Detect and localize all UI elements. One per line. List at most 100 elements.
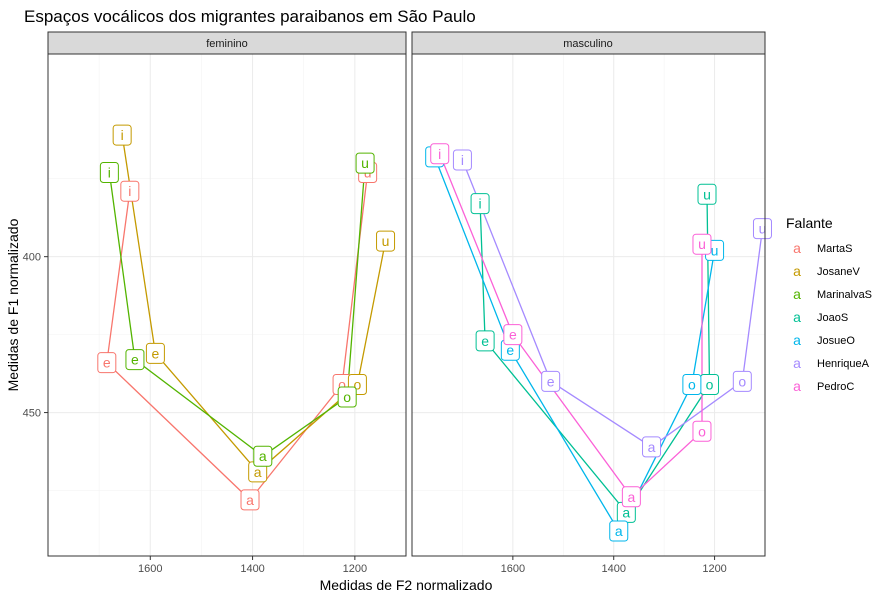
point-label: i [108,164,111,180]
point-label-box [692,420,712,442]
legend-label: JosaneV [817,266,860,278]
point-label: o [738,373,746,389]
point-label: i [128,183,131,199]
legend-item-JosaneV: a JosaneV [793,263,860,279]
point-label: o [706,377,714,393]
point-label-box [732,370,752,392]
point-label-box [253,445,273,467]
point-label-box [697,183,717,205]
y-axis: 400 450 [23,252,48,420]
point-label: a [622,504,630,520]
point-PedroC-i: i [430,143,450,165]
point-JoaoS-u: u [697,183,717,205]
chart-title: Espaços vocálicos dos migrantes paraiban… [24,7,476,26]
legend-label: HenriqueA [817,358,870,370]
point-label-box [145,342,165,364]
point-JosueO-a: a [609,520,629,542]
point-label-box [503,324,523,346]
point-label: e [547,373,555,389]
point-label-box [621,486,641,508]
point-label: e [131,352,139,368]
panel-feminino: feminino ieaouieaouieaou [47,31,407,557]
point-MarinalvaS-o: o [337,386,357,408]
point-label-box [642,436,662,458]
point-label: u [382,233,390,249]
panel-border-feminino [47,53,407,557]
point-JoaoS-e: e [475,330,495,352]
plot-area [412,54,765,556]
legend-item-PedroC: a PedroC [793,378,854,394]
strip-label-masculino: masculino [563,38,613,50]
legend-key: a [793,263,801,279]
point-MartaS-i: i [120,180,140,202]
point-JoaoS-i: i [470,193,490,215]
legend: Falante a MartaS a JosaneV a MarinalvaS a JoaoS… [786,215,872,394]
point-label-box [337,386,357,408]
point-label: u [711,242,719,258]
point-label-box [475,330,495,352]
point-HenriqueA-e: e [541,370,561,392]
point-JosueO-o: o [682,374,702,396]
point-label: a [254,464,262,480]
point-label: e [103,355,111,371]
point-label-box [125,349,145,371]
y-tick-label: 450 [23,408,41,420]
grid-masculino [412,54,765,556]
point-label: o [338,377,346,393]
point-MartaS-a: a [240,489,260,511]
point-label-box [355,152,375,174]
point-label: o [698,423,706,439]
x-tick-label: 1200 [702,563,726,575]
strip-label-feminino: feminino [206,38,248,50]
point-label: i [121,127,124,143]
legend-key: a [793,378,801,394]
x-tick-label: 1400 [240,563,264,575]
grid-feminino [48,54,406,556]
x-axis-title: Medidas de F2 normalizado [320,577,493,593]
point-label: e [481,333,489,349]
legend-label: PedroC [817,381,854,393]
point-JosaneV-i: i [112,124,132,146]
point-label-box [609,520,629,542]
point-JosaneV-a: a [248,461,268,483]
point-label: a [615,523,623,539]
point-label: u [703,186,711,202]
legend-key: a [793,309,801,325]
x-tick-label: 1200 [343,563,367,575]
x-axis: 1600 1400 1200 1600 1400 1200 [138,556,727,575]
y-axis-title: Medidas de F1 normalizado [5,218,21,391]
point-label-box [541,370,561,392]
point-PedroC-u: u [692,233,712,255]
point-label-box [112,124,132,146]
point-label: i [438,146,441,162]
point-MarinalvaS-i: i [99,161,119,183]
point-label-box [692,233,712,255]
point-label: a [259,448,267,464]
legend-label: MarinalvaS [817,289,872,301]
point-HenriqueA-a: a [642,436,662,458]
x-tick-label: 1400 [601,563,625,575]
point-JosaneV-e: e [145,342,165,364]
point-JoaoS-o: o [700,374,720,396]
point-label: e [509,327,517,343]
legend-key: a [793,355,801,371]
point-label: u [361,155,369,171]
point-MarinalvaS-a: a [253,445,273,467]
point-label: a [627,489,635,505]
legend-label: JoaoS [817,312,848,324]
point-label-box [752,218,772,240]
point-PedroC-a: a [621,486,641,508]
point-label-box [120,180,140,202]
points-feminino: ieaouieaouieaou [97,124,396,511]
point-MarinalvaS-u: u [355,152,375,174]
plot-area [48,54,406,556]
legend-label: JosueO [817,335,855,347]
point-label: o [688,377,696,393]
legend-title: Falante [786,215,833,231]
panel-masculino: masculino ieaouieaouieaouieaou [411,31,772,557]
x-tick-label: 1600 [138,563,162,575]
point-label: a [246,492,254,508]
point-HenriqueA-o: o [732,370,752,392]
